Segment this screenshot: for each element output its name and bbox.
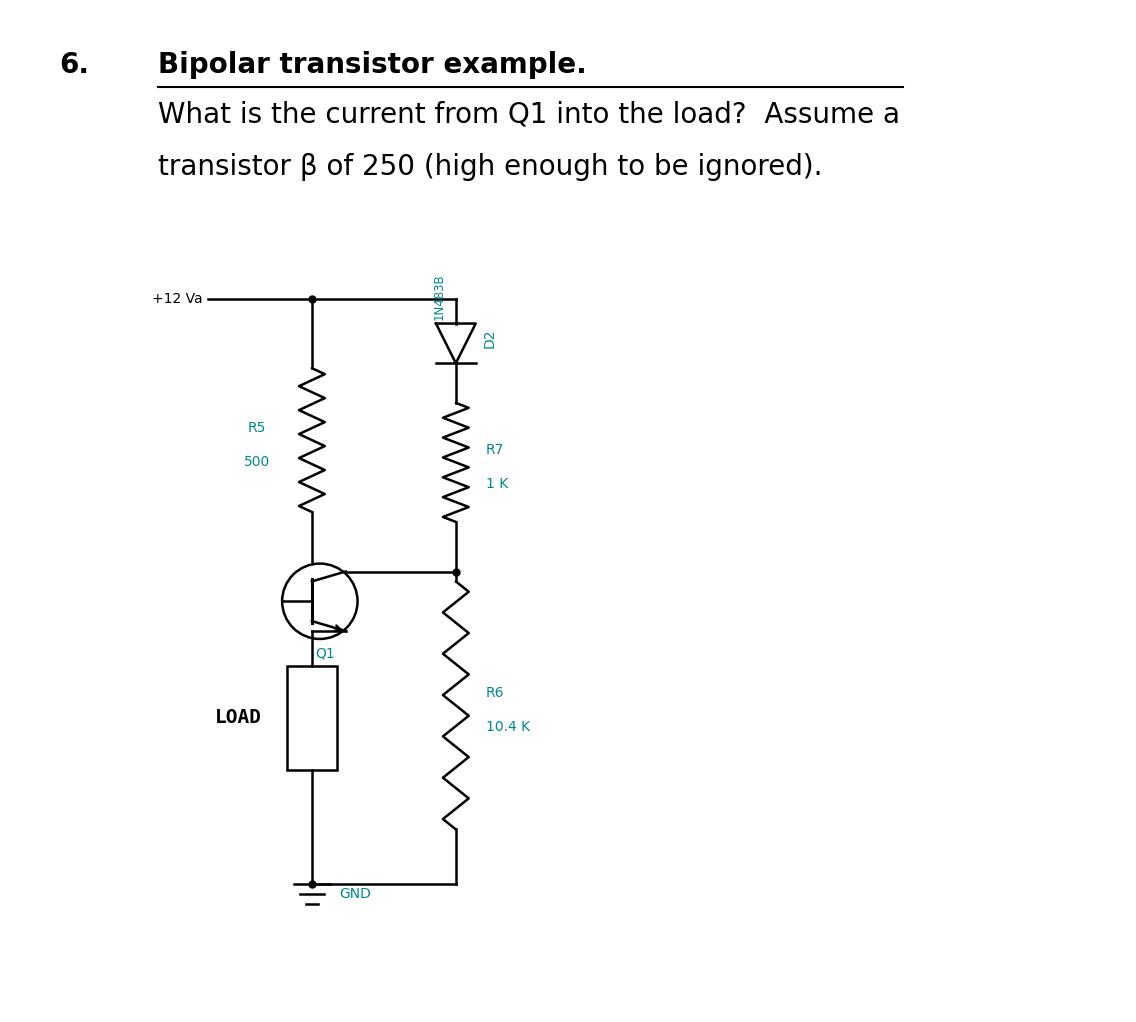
Text: 500: 500 bbox=[244, 455, 270, 469]
Text: 1 K: 1 K bbox=[485, 477, 508, 492]
Text: transistor β of 250 (high enough to be ignored).: transistor β of 250 (high enough to be i… bbox=[158, 153, 822, 181]
Text: GND: GND bbox=[340, 887, 371, 900]
Text: What is the current from Q1 into the load?  Assume a: What is the current from Q1 into the loa… bbox=[158, 100, 900, 129]
Text: R6: R6 bbox=[485, 687, 504, 700]
Bar bbox=[287, 665, 336, 770]
Text: 6.: 6. bbox=[59, 51, 89, 79]
Text: Bipolar transistor example.: Bipolar transistor example. bbox=[158, 51, 587, 79]
Text: R5: R5 bbox=[248, 421, 267, 435]
Text: R7: R7 bbox=[485, 444, 504, 458]
Text: Q1: Q1 bbox=[315, 647, 335, 661]
Text: D2: D2 bbox=[483, 329, 496, 349]
Text: LOAD: LOAD bbox=[215, 708, 262, 728]
Text: 1N483B: 1N483B bbox=[433, 273, 445, 320]
Text: +12 Va: +12 Va bbox=[152, 291, 202, 306]
Text: 10.4 K: 10.4 K bbox=[485, 721, 529, 734]
